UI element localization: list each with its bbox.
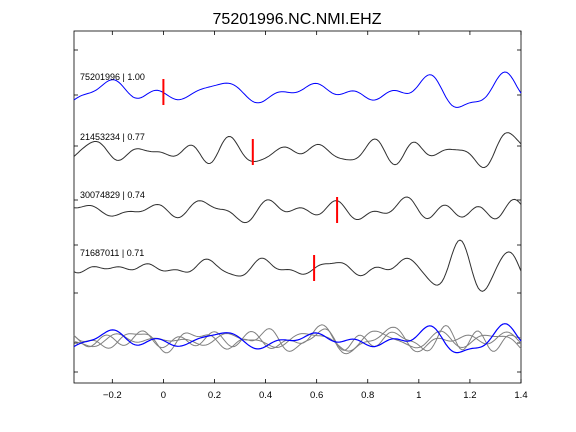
pick-markers-group	[162, 79, 339, 281]
trace-line	[73, 132, 522, 169]
plot-frame	[73, 30, 522, 384]
traces-group	[73, 71, 522, 292]
x-tick-label: 1.2	[463, 390, 476, 401]
trace-label: 21453234 | 0.77	[80, 132, 145, 142]
trace-line	[73, 239, 522, 292]
stacked-overlay-group	[73, 323, 522, 355]
trace-labels-group: 75201996 | 1.00 21453234 | 0.77 30074829 |…	[80, 72, 145, 258]
x-tick-label: 0.2	[208, 390, 221, 401]
overlay-trace	[73, 324, 522, 355]
x-tick-label: 0.8	[361, 390, 374, 401]
x-axis: −0.2 0 0.2 0.4 0.6 0.8 1 1.2 1.4	[103, 31, 528, 401]
x-tick-label: 0.6	[310, 390, 323, 401]
trace-line	[73, 196, 522, 224]
trace-line	[73, 71, 522, 108]
x-tick-label: 1	[416, 390, 421, 401]
trace-label: 75201996 | 1.00	[80, 72, 145, 82]
overlay-primary-trace	[73, 323, 522, 354]
x-tick-label: 0	[161, 390, 166, 401]
overlay-trace	[73, 324, 522, 354]
y-axis-ticks	[74, 49, 521, 373]
trace-label: 30074829 | 0.74	[80, 190, 145, 200]
chart-title: 75201996.NC.NMI.EHZ	[213, 11, 382, 28]
x-tick-label: −0.2	[103, 390, 122, 401]
x-tick-label: 0.4	[259, 390, 272, 401]
x-tick-label: 1.4	[514, 390, 527, 401]
overlay-trace	[73, 330, 522, 352]
trace-label: 71687011 | 0.71	[80, 248, 144, 258]
